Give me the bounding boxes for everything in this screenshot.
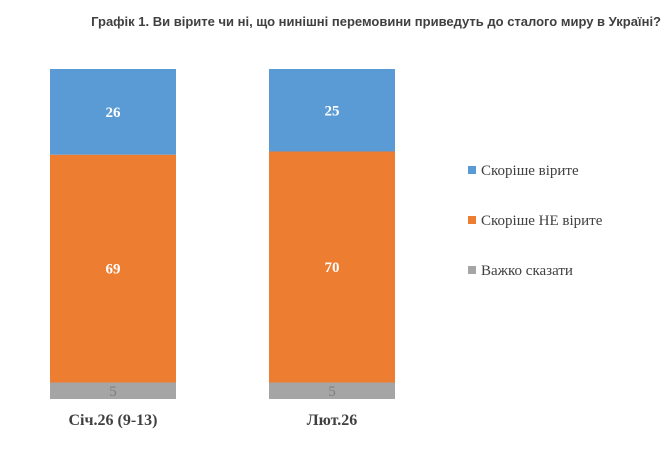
data-label: 70 <box>325 260 340 276</box>
legend-label: Скоріше вірите <box>481 163 579 179</box>
data-label: 25 <box>325 103 340 119</box>
bar-segment <box>50 69 176 155</box>
legend-label: Важко сказати <box>481 263 573 279</box>
data-label: 69 <box>106 262 121 278</box>
category-label: Лют.26 <box>307 412 358 429</box>
data-label: 26 <box>106 105 122 121</box>
bar-segment <box>269 382 395 399</box>
data-label: 5 <box>109 384 117 400</box>
bar-segment <box>269 69 395 152</box>
bar-segment <box>50 382 176 399</box>
bar-segment <box>50 154 176 383</box>
legend-swatch <box>468 166 476 174</box>
bar-segment <box>269 151 395 383</box>
legend-swatch <box>468 266 476 274</box>
chart-title: Графік 1. Ви вірите чи ні, що нинішні пе… <box>91 14 661 29</box>
legend-swatch <box>468 216 476 224</box>
data-label: 5 <box>328 384 336 400</box>
category-label: Січ.26 (9-13) <box>68 412 157 429</box>
legend-label: Скоріше НЕ вірите <box>481 213 603 229</box>
